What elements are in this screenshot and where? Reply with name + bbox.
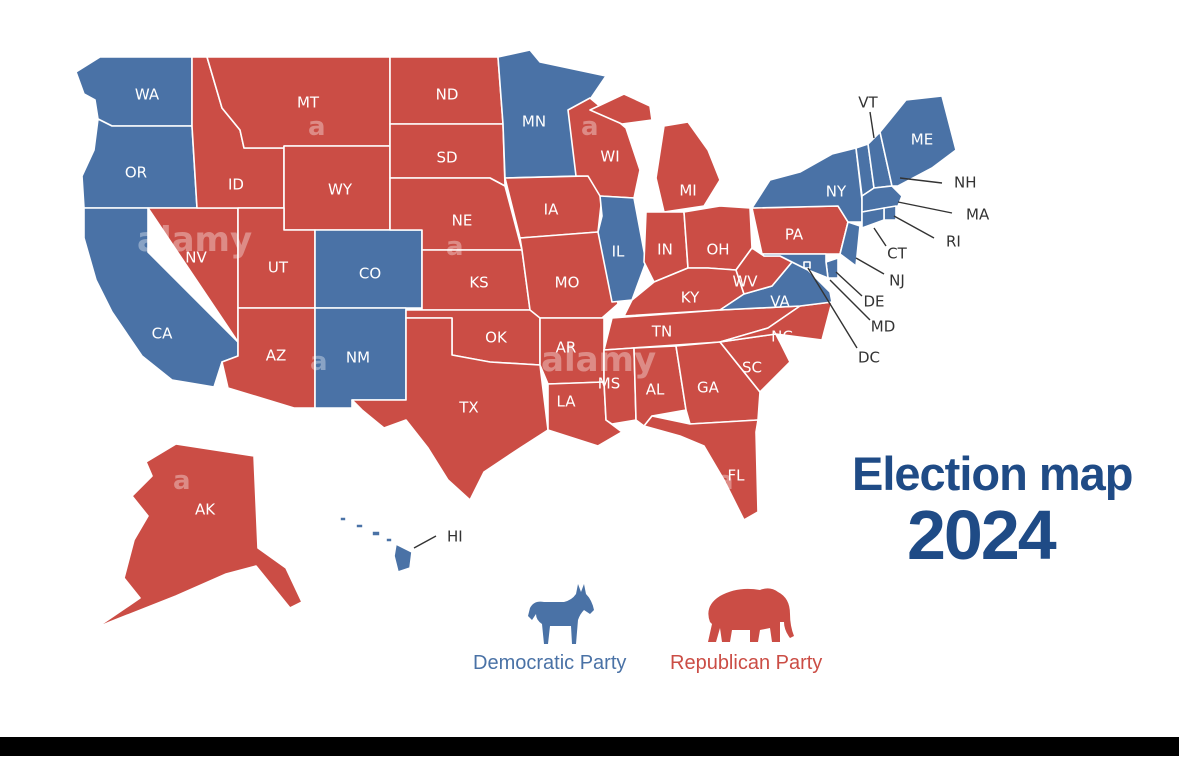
state-label-ar: AR (556, 339, 577, 357)
state-label-nm: NM (346, 349, 370, 367)
state-label-fl: FL (728, 467, 746, 485)
state-label-oh: OH (706, 241, 729, 259)
state-nj[interactable] (839, 221, 861, 267)
leader-line-md (829, 279, 871, 321)
state-label-ga: GA (697, 379, 720, 397)
state-label-hi: HI (447, 528, 463, 546)
state-label-ky: KY (681, 289, 700, 307)
state-label-ma: MA (966, 206, 990, 224)
state-label-sd: SD (436, 149, 457, 167)
state-ca[interactable] (83, 207, 239, 388)
state-label-ks: KS (469, 274, 488, 292)
state-label-il: IL (612, 243, 625, 261)
state-label-nc: NC (771, 328, 793, 346)
state-ri[interactable] (883, 205, 897, 221)
state-ia[interactable] (504, 175, 603, 239)
state-ak[interactable] (95, 443, 303, 629)
state-label-mt: MT (297, 94, 320, 112)
state-label-ny: NY (826, 183, 847, 201)
state-label-wa: WA (135, 86, 160, 104)
state-label-nj: NJ (889, 272, 905, 290)
state-label-vt: VT (858, 94, 878, 112)
state-label-or: OR (125, 164, 147, 182)
leader-line-nj (855, 257, 885, 275)
state-label-mo: MO (555, 274, 580, 292)
state-label-az: AZ (266, 347, 287, 365)
state-il[interactable] (597, 195, 647, 303)
state-label-ut: UT (268, 259, 289, 277)
state-label-nv: NV (185, 249, 207, 267)
elephant-icon (708, 588, 794, 642)
leader-line-dc (807, 267, 858, 349)
leader-line-ct (873, 227, 887, 247)
state-label-nd: ND (436, 86, 459, 104)
state-label-pa: PA (785, 226, 804, 244)
state-label-wy: WY (328, 181, 353, 199)
leader-line-de (835, 271, 863, 297)
state-md[interactable] (761, 253, 829, 279)
state-label-mi: MI (679, 182, 696, 200)
leader-line-ri (893, 215, 935, 239)
state-label-co: CO (359, 265, 381, 283)
leader-line-vt (869, 111, 875, 139)
state-label-ia: IA (544, 201, 559, 219)
state-label-ca: CA (152, 325, 173, 343)
leader-line-nh (899, 177, 943, 184)
state-label-ak: AK (195, 501, 216, 519)
state-dc[interactable] (803, 261, 811, 269)
state-hi[interactable] (339, 516, 413, 573)
map-title: Election map (852, 447, 1134, 500)
state-label-ms: MS (598, 375, 620, 393)
donkey-icon (528, 584, 594, 644)
state-mi[interactable] (589, 93, 721, 213)
leader-line-ma (897, 201, 953, 214)
state-label-tn: TN (651, 323, 672, 341)
state-label-va: VA (770, 293, 790, 311)
map-year: 2024 (907, 496, 1057, 574)
state-label-ne: NE (452, 212, 473, 230)
state-label-dc: DC (858, 349, 880, 367)
state-label-ok: OK (485, 329, 508, 347)
state-label-wi: WI (600, 148, 619, 166)
state-label-al: AL (646, 381, 665, 399)
state-label-me: ME (911, 131, 933, 149)
state-label-la: LA (557, 393, 577, 411)
state-label-tx: TX (458, 399, 478, 417)
state-tx[interactable] (351, 317, 549, 501)
state-label-ct: CT (887, 245, 907, 263)
state-fl[interactable] (643, 415, 759, 521)
legend-republican-label: Republican Party (670, 652, 823, 674)
state-ct[interactable] (861, 207, 885, 229)
state-label-id: ID (228, 176, 244, 194)
legend-democratic-label: Democratic Party (473, 652, 627, 674)
state-label-ri: RI (946, 233, 961, 251)
state-label-mn: MN (522, 113, 546, 131)
state-label-sc: SC (742, 359, 762, 377)
state-oh[interactable] (683, 205, 753, 271)
state-label-in: IN (657, 241, 673, 259)
state-label-de: DE (863, 293, 884, 311)
state-label-md: MD (871, 318, 896, 336)
state-label-wv: WV (732, 273, 758, 291)
state-label-nh: NH (954, 174, 977, 192)
footer-bar (0, 737, 1179, 756)
leader-line-hi (413, 535, 437, 549)
